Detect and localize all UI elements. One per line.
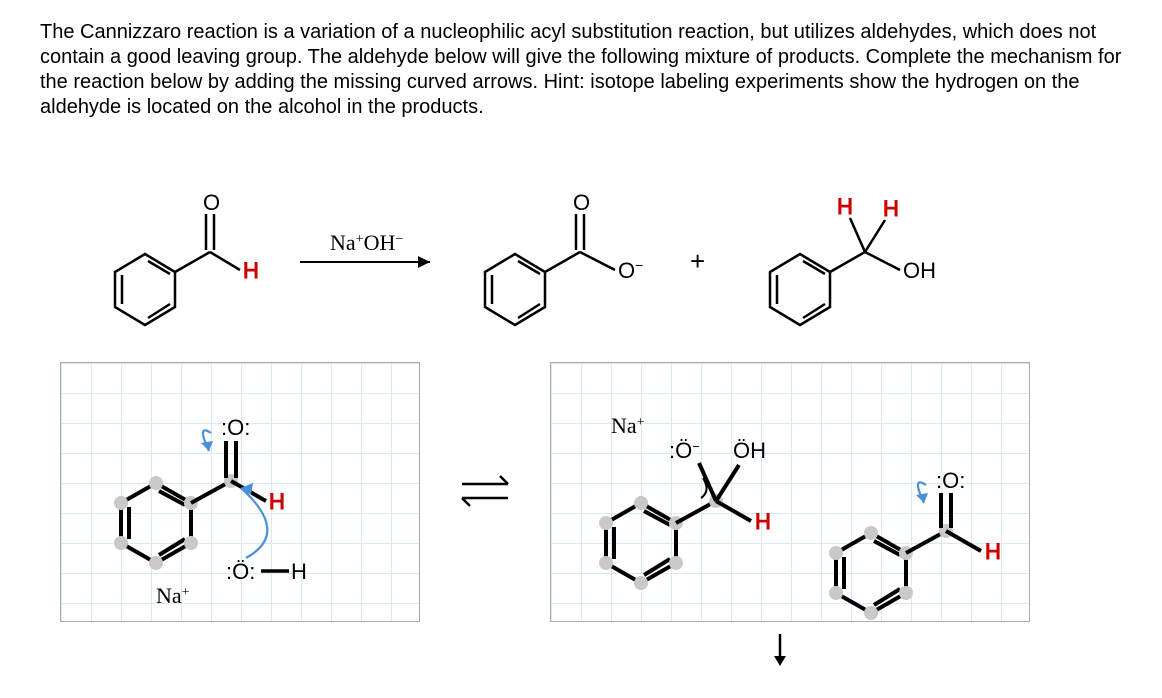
svg-text::O:: :O:: [936, 468, 965, 493]
svg-text:OH: OH: [903, 258, 936, 283]
svg-text::O:: :O:: [221, 415, 250, 440]
reactant-structure: H O: [115, 190, 259, 325]
equilibrium-arrow: [450, 452, 520, 532]
svg-text:O: O: [573, 190, 590, 215]
reaction-arrow: Na+OH−: [300, 230, 430, 268]
svg-text:H: H: [985, 539, 1001, 564]
down-arrow-block: [760, 630, 1122, 677]
mechanism-panel-1[interactable]: H :O: :Ö: H Na+: [60, 362, 420, 622]
svg-text:H: H: [269, 489, 285, 514]
svg-text::Ö:: :Ö:: [226, 559, 255, 584]
product2-H2: H: [883, 196, 899, 221]
svg-text:Na+: Na+: [156, 583, 190, 608]
svg-text:Na+OH−: Na+OH−: [330, 230, 403, 255]
mechanism-row: H :O: :Ö: H Na+: [60, 362, 1122, 622]
reactant-H: H: [243, 258, 259, 283]
svg-text:ÖH: ÖH: [733, 438, 766, 463]
svg-text:O−: O−: [618, 257, 643, 283]
product2-H1: H: [837, 194, 853, 219]
reactant-O: O: [203, 190, 220, 215]
question-text: The Cannizzaro reaction is a variation o…: [40, 20, 1122, 120]
reaction-scheme: H O 2 equiv. Na+OH− O− O +: [60, 142, 1122, 332]
svg-text:H: H: [755, 509, 771, 534]
mechanism-panel-2[interactable]: Na+ :Ö− ÖH H: [550, 362, 1030, 622]
plus-sign: +: [690, 246, 705, 276]
product1-structure: O− O: [485, 190, 643, 325]
svg-text::Ö−: :Ö−: [669, 438, 700, 463]
svg-text:Na+: Na+: [611, 413, 645, 438]
product2-structure: OH H H: [770, 194, 936, 325]
svg-text:H: H: [291, 559, 307, 584]
